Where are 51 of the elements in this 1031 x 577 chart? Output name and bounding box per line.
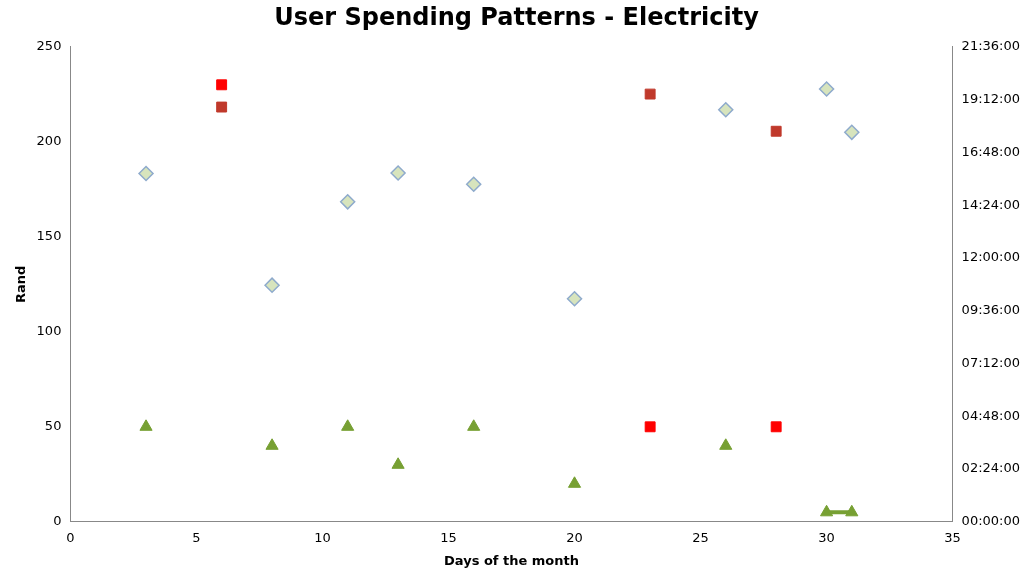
y2-tick-label: 09:36:00: [961, 302, 1020, 318]
y-axis-title: Rand: [13, 265, 29, 303]
y2-tick-label: 14:24:00: [961, 196, 1020, 212]
point: [820, 504, 834, 517]
y2-tick-label: 00:00:00: [961, 513, 1020, 529]
y2-tick-label: 02:24:00: [961, 460, 1020, 476]
point: [770, 421, 782, 433]
y-tick-label: 0: [53, 513, 62, 529]
point: [391, 457, 405, 469]
point: [216, 79, 228, 91]
point: [139, 419, 153, 431]
point: [138, 165, 154, 182]
y2-tick-label: 12:00:00: [961, 249, 1020, 265]
point: [566, 291, 583, 307]
x-axis-title: Days of the month: [444, 552, 580, 568]
x-tick-label: 20: [566, 529, 583, 545]
point: [818, 81, 835, 97]
point: [567, 476, 582, 488]
point: [264, 277, 280, 293]
y2-tick-label: 19:12:00: [961, 90, 1020, 106]
x-tick-label: 5: [192, 529, 201, 545]
x-tick-label: 25: [692, 529, 709, 545]
point: [644, 88, 656, 100]
point: [644, 421, 656, 433]
y-tick-label: 150: [36, 228, 62, 244]
x-tick-label: 15: [440, 529, 457, 545]
point: [339, 194, 356, 210]
point: [465, 176, 482, 192]
y-tick-label: 100: [36, 323, 62, 339]
x-tick-label: 10: [314, 529, 331, 545]
y2-tick-label: 04:48:00: [961, 407, 1020, 423]
y2-tick-label: 07:12:00: [961, 354, 1020, 370]
point: [845, 504, 859, 517]
point: [216, 101, 228, 113]
y-tick-label: 50: [44, 418, 62, 434]
x-tick-label: 35: [944, 529, 961, 545]
point: [390, 165, 406, 181]
point: [844, 124, 860, 141]
point: [719, 438, 733, 450]
y2-tick-label: 21:36:00: [961, 38, 1020, 54]
y-tick-label: 200: [36, 133, 62, 149]
point: [341, 419, 355, 431]
point: [770, 125, 782, 137]
point: [467, 419, 481, 431]
point: [265, 438, 279, 450]
x-tick-label: 30: [818, 529, 835, 545]
y-tick-label: 250: [36, 38, 62, 54]
y2-tick-label: 16:48:00: [961, 143, 1020, 159]
point: [718, 101, 734, 118]
chart-title: User Spending Patterns - Electricity: [274, 2, 760, 31]
x-tick-label: 0: [66, 529, 75, 545]
